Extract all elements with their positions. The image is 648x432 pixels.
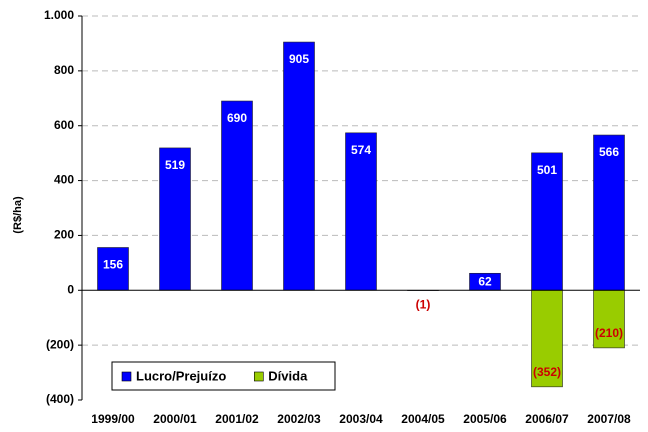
bar — [345, 132, 377, 291]
x-tick-label: 2003/04 — [339, 412, 383, 426]
x-tick-label: 2007/08 — [587, 412, 631, 426]
y-tick-label: 800 — [54, 63, 74, 77]
x-tick-label: 2001/02 — [215, 412, 259, 426]
x-tick-label: 2000/01 — [153, 412, 197, 426]
bar — [593, 134, 625, 291]
legend-box — [111, 361, 336, 391]
legend-swatch — [253, 371, 264, 382]
data-label: 62 — [478, 274, 492, 288]
x-tick-label: 2004/05 — [401, 412, 445, 426]
legend-swatch — [121, 371, 132, 382]
bar — [159, 147, 191, 291]
data-label: (352) — [533, 365, 561, 379]
data-label: 519 — [165, 158, 185, 172]
y-tick-label: 200 — [54, 228, 74, 242]
data-label: 156 — [103, 258, 123, 272]
y-tick-label: 400 — [54, 173, 74, 187]
x-tick-label: 2002/03 — [277, 412, 321, 426]
y-tick-label: 600 — [54, 118, 74, 132]
bar — [97, 247, 129, 291]
data-label: 574 — [351, 143, 371, 157]
x-tick-label: 1999/00 — [91, 412, 135, 426]
bar — [531, 152, 563, 291]
y-tick-label: (200) — [46, 337, 74, 351]
x-tick-label: 2006/07 — [525, 412, 569, 426]
data-label: 905 — [289, 52, 309, 66]
data-label: (210) — [595, 326, 623, 340]
data-label: 566 — [599, 145, 619, 159]
bar — [593, 289, 625, 349]
y-axis-label: (R$/ha) — [12, 196, 24, 234]
legend-label: Dívida — [268, 368, 308, 383]
bar — [283, 41, 315, 291]
y-tick-label: 0 — [67, 282, 74, 296]
x-tick-label: 2005/06 — [463, 412, 507, 426]
data-label: (1) — [416, 297, 431, 311]
bar — [221, 100, 253, 291]
y-tick-label: 1.000 — [44, 8, 74, 22]
data-label: 690 — [227, 111, 247, 125]
data-label: 501 — [537, 163, 557, 177]
y-tick-label: (400) — [46, 392, 74, 406]
legend-label: Lucro/Prejuízo — [136, 368, 226, 383]
